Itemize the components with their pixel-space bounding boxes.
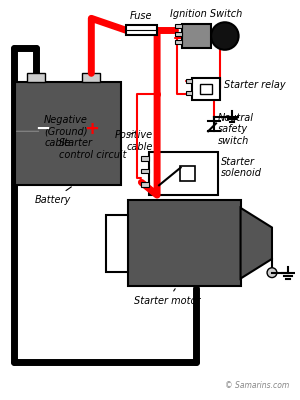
Text: +: + — [84, 120, 99, 138]
Bar — [175, 32, 181, 36]
Bar — [200, 84, 212, 94]
Bar — [141, 168, 149, 174]
Text: Battery: Battery — [34, 187, 71, 205]
Text: Fuse: Fuse — [130, 11, 153, 21]
Bar — [192, 78, 220, 100]
Bar — [126, 25, 157, 35]
Text: Starter relay: Starter relay — [224, 80, 286, 90]
Text: Positive
cable: Positive cable — [115, 130, 153, 152]
Text: Starter
control circuit: Starter control circuit — [59, 132, 135, 160]
Text: © Samarins.com: © Samarins.com — [225, 382, 290, 390]
Bar — [82, 73, 100, 82]
Bar — [128, 200, 241, 286]
Bar — [182, 24, 211, 48]
Text: Starter
solenoid: Starter solenoid — [221, 157, 262, 178]
Text: −: − — [35, 120, 50, 138]
Circle shape — [211, 22, 238, 50]
Bar — [106, 215, 128, 272]
Bar — [149, 152, 218, 195]
Text: Ignition Switch: Ignition Switch — [170, 9, 242, 19]
Text: Neutral
safety
switch: Neutral safety switch — [218, 113, 254, 146]
Polygon shape — [241, 208, 272, 278]
Bar — [141, 182, 149, 187]
Bar — [186, 79, 192, 83]
Bar — [180, 166, 195, 181]
Bar — [186, 91, 192, 95]
Bar — [175, 24, 181, 28]
Circle shape — [267, 268, 277, 278]
Text: Negative
(Ground)
cable: Negative (Ground) cable — [16, 115, 88, 148]
Bar — [28, 73, 45, 82]
Bar — [141, 156, 149, 161]
Bar — [175, 40, 181, 44]
Text: Starter motor: Starter motor — [134, 289, 200, 306]
Bar — [15, 82, 121, 185]
